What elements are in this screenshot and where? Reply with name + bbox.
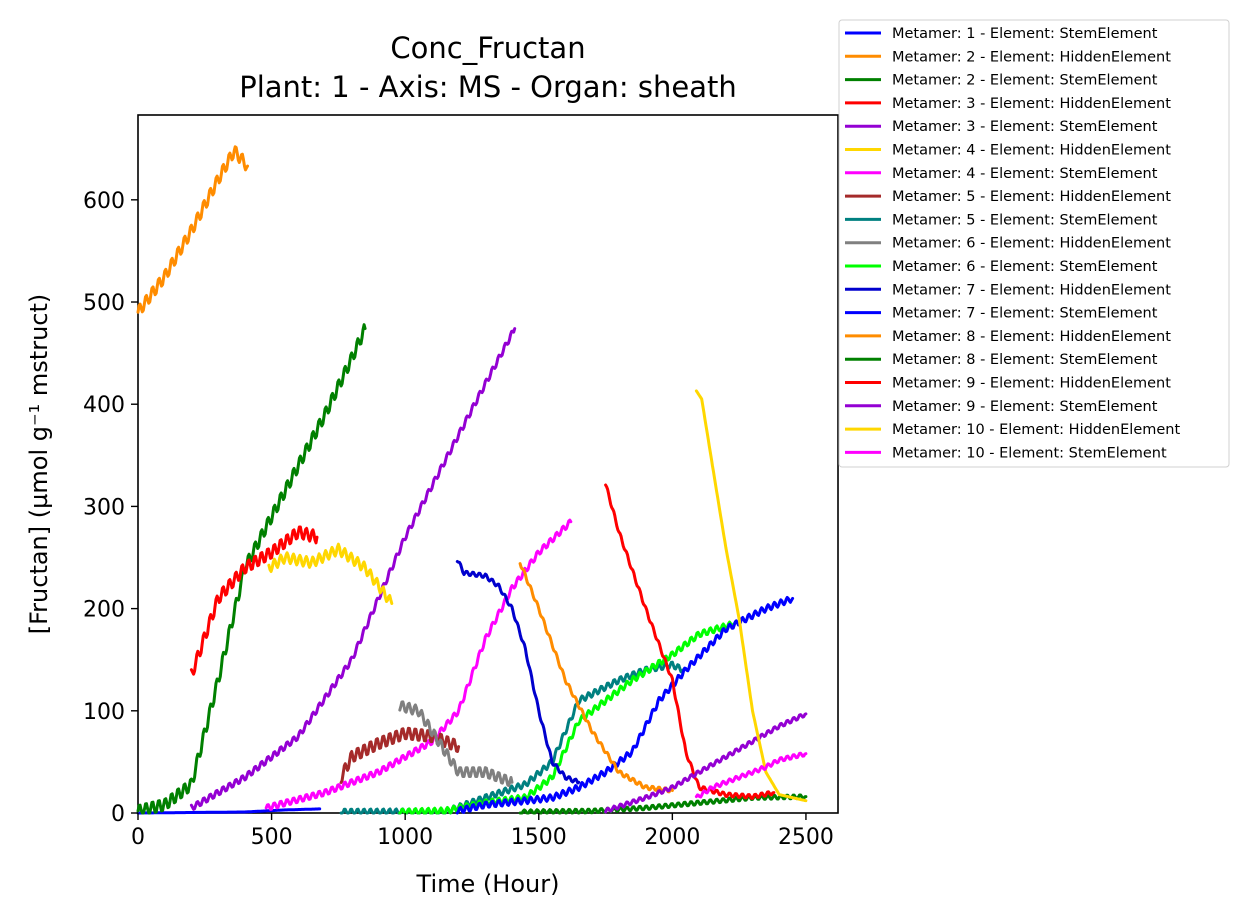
series-line-3 <box>136 323 367 815</box>
series-line-14 <box>518 562 674 794</box>
legend-items: Metamer: 1 - Element: StemElement Metamer… <box>845 26 1180 461</box>
series-line-16 <box>604 483 776 800</box>
y-tick-label: 600 <box>83 189 125 214</box>
legend-frame <box>838 19 1230 468</box>
plot-area-frame <box>137 114 839 814</box>
legend-entry: Metamer: 9 - Element: HiddenElement <box>892 376 1171 392</box>
series-line-4 <box>189 525 319 676</box>
series-line-18 <box>694 389 808 803</box>
legend-entry: Metamer: 10 - Element: StemElement <box>892 445 1167 461</box>
x-tick-label: 1500 <box>511 825 567 850</box>
series-line-12 <box>455 560 581 785</box>
series-line-6 <box>267 542 394 605</box>
y-axis-ticks: 0 100 200 300 400 500 600 <box>83 189 138 827</box>
series-line-1 <box>136 807 322 815</box>
series-line-9 <box>339 660 685 815</box>
y-tick-label: 0 <box>111 802 125 827</box>
series-line-5 <box>189 327 517 811</box>
series-line-2 <box>136 145 249 314</box>
legend-entry: Metamer: 6 - Element: HiddenElement <box>892 236 1171 252</box>
y-tick-label: 100 <box>83 700 125 725</box>
legend-entry: Metamer: 6 - Element: StemElement <box>892 259 1158 275</box>
legend-entry: Metamer: 3 - Element: HiddenElement <box>892 96 1171 112</box>
x-tick-label: 1000 <box>377 825 433 850</box>
legend-entry: Metamer: 2 - Element: StemElement <box>892 73 1158 89</box>
legend-entry: Metamer: 9 - Element: StemElement <box>892 399 1158 415</box>
legend: Metamer: 1 - Element: StemElement Metamer… <box>838 19 1230 468</box>
x-tick-label: 0 <box>131 825 145 850</box>
x-axis-label: Time (Hour) <box>416 870 560 898</box>
y-tick-label: 300 <box>83 495 125 520</box>
series-line-13 <box>455 595 795 815</box>
legend-entry: Metamer: 10 - Element: HiddenElement <box>892 422 1180 438</box>
series-line-7 <box>264 518 573 811</box>
series-line-19 <box>694 751 808 799</box>
legend-entry: Metamer: 1 - Element: StemElement <box>892 26 1158 42</box>
x-tick-label: 500 <box>251 825 293 850</box>
x-axis-ticks: 0 500 1000 1500 2000 2500 <box>131 813 834 850</box>
chart-subtitle: Plant: 1 - Axis: MS - Organ: sheath <box>239 70 737 104</box>
x-tick-label: 2500 <box>778 825 834 850</box>
y-tick-label: 400 <box>83 393 125 418</box>
series-line-8 <box>339 726 461 784</box>
series-line-17 <box>604 712 808 814</box>
legend-entry: Metamer: 8 - Element: HiddenElement <box>892 329 1171 345</box>
y-tick-label: 500 <box>83 291 125 316</box>
chart-title: Conc_Fructan <box>390 31 585 65</box>
series-line-11 <box>398 620 736 815</box>
y-tick-label: 200 <box>83 598 125 623</box>
legend-entry: Metamer: 3 - Element: StemElement <box>892 119 1158 135</box>
legend-entry: Metamer: 2 - Element: HiddenElement <box>892 49 1171 65</box>
legend-entry: Metamer: 7 - Element: StemElement <box>892 306 1158 322</box>
series-line-10 <box>398 700 514 787</box>
series-line-15 <box>518 793 808 815</box>
x-tick-label: 2000 <box>644 825 700 850</box>
legend-entry: Metamer: 8 - Element: StemElement <box>892 352 1158 368</box>
legend-entry: Metamer: 5 - Element: HiddenElement <box>892 189 1171 205</box>
legend-entry: Metamer: 5 - Element: StemElement <box>892 212 1158 228</box>
series-layer <box>136 145 808 815</box>
legend-entry: Metamer: 4 - Element: StemElement <box>892 166 1158 182</box>
legend-entry: Metamer: 7 - Element: HiddenElement <box>892 282 1171 298</box>
y-axis-label: [Fructan] (µmol g⁻¹ mstruct) <box>25 294 53 635</box>
legend-entry: Metamer: 4 - Element: HiddenElement <box>892 143 1171 159</box>
